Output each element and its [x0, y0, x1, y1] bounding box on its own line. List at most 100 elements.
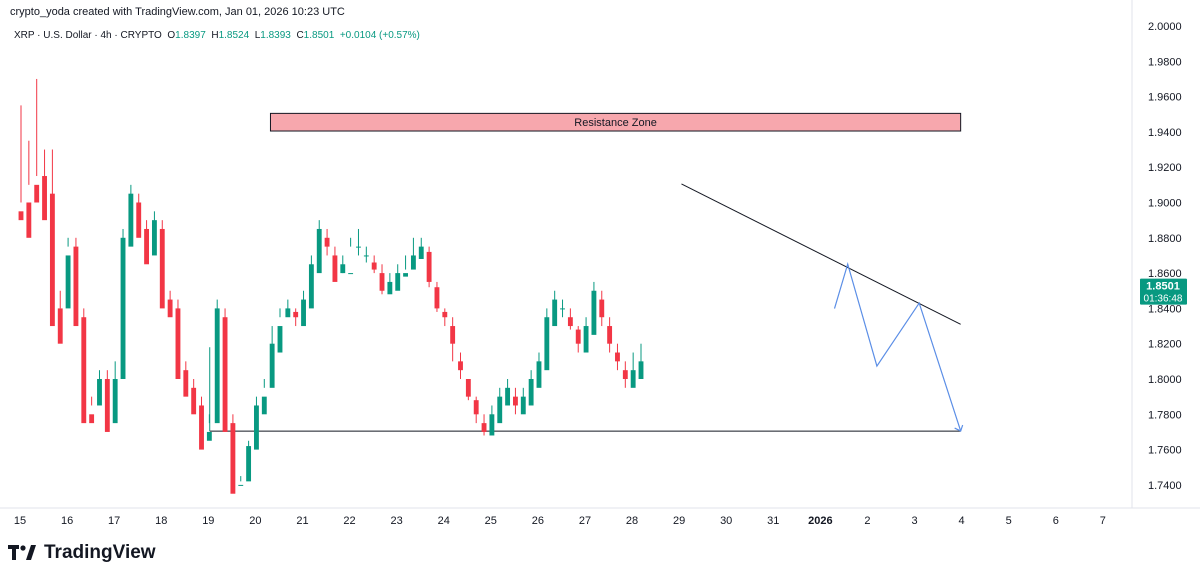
resistance-zone-box — [269, 112, 962, 132]
candle-body — [246, 446, 252, 482]
high-label: H — [211, 30, 219, 41]
x-tick-label: 31 — [767, 515, 779, 527]
resistance-zone-label: Resistance Zone — [574, 117, 657, 129]
candle-body — [128, 193, 134, 247]
candle-body — [324, 237, 330, 247]
tradingview-brand[interactable]: TradingView — [8, 542, 156, 564]
x-tick-label: 30 — [720, 515, 732, 527]
candle-body — [528, 379, 534, 406]
close-label: C — [296, 30, 304, 41]
candle-body — [513, 396, 518, 406]
candle-body — [199, 405, 204, 450]
candle-body — [293, 311, 299, 318]
candle-body — [434, 287, 440, 309]
current-price-value: 1.8501 — [1146, 281, 1180, 293]
candle-body — [638, 361, 644, 379]
price-change: +0.0104 (+0.57%) — [339, 30, 420, 41]
candle-body — [277, 326, 283, 353]
candle-body — [340, 264, 346, 274]
candle-body — [387, 281, 393, 295]
candle-body — [308, 264, 314, 309]
candle-body — [505, 387, 511, 406]
x-tick-label: 5 — [1006, 515, 1012, 527]
low-value: 1.8393 — [260, 30, 291, 41]
x-tick-label: 22 — [343, 515, 355, 527]
candle-body — [481, 423, 487, 432]
candle-body — [567, 317, 573, 327]
x-tick-label: 2 — [864, 515, 870, 527]
candle-body — [379, 273, 385, 291]
candle-body — [489, 414, 495, 436]
y-tick-label: 1.9000 — [1148, 198, 1182, 210]
x-tick-label: 3 — [911, 515, 917, 527]
candle-body — [630, 370, 636, 388]
candle-body — [18, 211, 24, 221]
candle-body — [536, 361, 542, 388]
candle-body — [583, 326, 589, 353]
candle-body — [371, 262, 377, 270]
candle-body — [151, 220, 157, 256]
candle-body — [191, 387, 197, 415]
candle-body — [552, 299, 558, 327]
symbol-legend: XRP · U.S. Dollar · 4h · CRYPTO O1.8397 … — [14, 30, 420, 41]
descending-trendline — [681, 183, 961, 325]
candle-body — [214, 308, 220, 424]
candle-body — [418, 246, 424, 259]
candle-body — [175, 308, 181, 379]
x-tick-label: 27 — [579, 515, 591, 527]
x-tick-label: 19 — [202, 515, 214, 527]
candle-body — [269, 343, 275, 388]
candle-body — [607, 326, 613, 344]
y-tick-label: 1.8400 — [1148, 303, 1182, 315]
y-tick-label: 1.8800 — [1148, 233, 1182, 245]
candle-body — [230, 423, 236, 494]
x-tick-label: 6 — [1053, 515, 1059, 527]
candle-body — [206, 431, 212, 441]
candle-body — [65, 255, 71, 309]
candle-body — [544, 317, 550, 371]
candle-body — [49, 193, 55, 327]
x-tick-label: 26 — [532, 515, 544, 527]
candle-body — [136, 202, 142, 238]
candle-body — [465, 379, 471, 397]
candle-body — [159, 228, 165, 309]
candle-body — [222, 317, 228, 432]
candle-body — [238, 484, 244, 486]
y-tick-label: 1.7600 — [1148, 445, 1182, 457]
high-value: 1.8524 — [218, 30, 250, 41]
candle-body — [450, 326, 456, 344]
y-tick-label: 1.9200 — [1148, 162, 1182, 174]
y-tick-label: 1.8000 — [1148, 374, 1182, 386]
candle-body — [81, 317, 87, 424]
x-tick-label: 16 — [61, 515, 73, 527]
low-label: L — [254, 30, 261, 41]
candle-body — [120, 237, 126, 379]
candle-body — [97, 379, 102, 406]
candle-body — [254, 405, 259, 450]
candle-body — [112, 379, 118, 424]
candle-body — [442, 311, 448, 318]
x-tick-label: 25 — [485, 515, 497, 527]
candle-body — [285, 308, 291, 318]
candle-body — [473, 400, 479, 415]
candle-body — [316, 228, 322, 274]
symbol-name[interactable]: XRP · U.S. Dollar · 4h · CRYPTO — [14, 30, 162, 41]
candle-body — [591, 290, 597, 335]
open-label: O — [167, 30, 176, 41]
x-tick-label: 20 — [249, 515, 261, 527]
candle-body — [599, 299, 605, 318]
candle-body — [403, 273, 408, 277]
candle-body — [89, 414, 95, 424]
candle-body — [458, 361, 463, 371]
candle-body — [73, 246, 79, 327]
candle-body — [363, 255, 369, 257]
candle-body — [144, 228, 150, 265]
y-tick-label: 1.7400 — [1148, 480, 1182, 492]
candle-body — [615, 352, 620, 362]
candle-body — [57, 308, 63, 344]
candle-body — [356, 246, 361, 248]
candle-body — [520, 396, 526, 415]
x-tick-label: 4 — [959, 515, 965, 527]
y-tick-label: 1.9600 — [1148, 92, 1182, 104]
